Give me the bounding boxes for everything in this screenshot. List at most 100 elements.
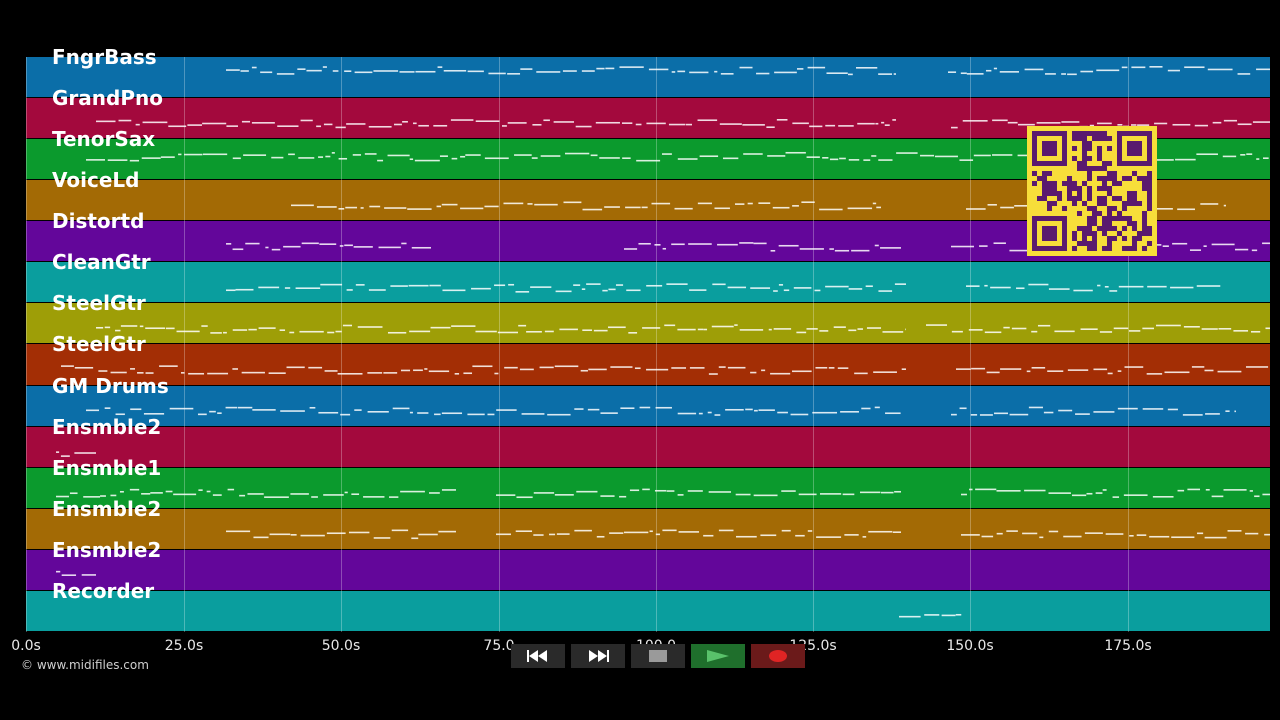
midi-note (773, 290, 778, 292)
record-button[interactable] (751, 644, 805, 668)
midi-note (235, 288, 254, 291)
midi-note (352, 154, 362, 156)
midi-note (955, 613, 962, 616)
midi-note (951, 245, 974, 248)
play-button[interactable] (691, 644, 745, 668)
midi-note (623, 531, 649, 534)
midi-note (316, 125, 322, 128)
midi-note (750, 371, 757, 374)
midi-note (160, 156, 175, 158)
midi-note (559, 328, 578, 331)
midi-note (104, 407, 111, 409)
midi-note (1234, 410, 1236, 413)
midi-note (655, 406, 672, 409)
midi-note (987, 204, 997, 206)
midi-note (1167, 69, 1180, 72)
midi-note (872, 202, 877, 205)
midi-note (1204, 369, 1214, 372)
midi-note (778, 284, 784, 286)
midi-note (1024, 68, 1044, 71)
midi-note (507, 122, 527, 124)
midi-note (258, 286, 280, 289)
midi-note (1136, 534, 1147, 536)
midi-note (1007, 121, 1018, 124)
midi-note (595, 121, 620, 124)
midi-note (139, 325, 144, 328)
midi-note (437, 66, 443, 68)
midi-note (540, 155, 561, 157)
midi-note (56, 570, 61, 573)
midi-note (674, 207, 693, 210)
midi-note (984, 331, 1002, 334)
midi-note (1152, 495, 1174, 498)
midi-note (1225, 410, 1230, 412)
midi-note (562, 70, 577, 72)
midi-note (668, 123, 686, 126)
midi-note (1071, 494, 1087, 497)
midi-note (519, 368, 534, 371)
midi-note (130, 408, 142, 411)
midi-note (1177, 208, 1195, 211)
midi-note (920, 154, 935, 157)
midi-note (806, 156, 820, 158)
midi-note (625, 206, 641, 209)
midi-note (795, 534, 805, 537)
midi-note (753, 494, 778, 497)
midi-note (295, 287, 321, 290)
grid-line (499, 57, 500, 632)
grid-line (813, 57, 814, 632)
track-label: GM Drums (52, 373, 169, 398)
midi-note (812, 411, 838, 414)
midi-note (451, 325, 476, 327)
midi-note (960, 72, 967, 75)
midi-note (973, 154, 991, 157)
midi-note (344, 244, 353, 247)
midi-note (210, 332, 222, 334)
midi-note (975, 488, 997, 491)
midi-note (217, 412, 222, 414)
midi-note (862, 536, 867, 538)
midi-note (209, 410, 216, 413)
midi-note (289, 331, 295, 334)
midi-note (1196, 285, 1221, 287)
stop-button[interactable] (631, 644, 685, 668)
midi-note (353, 246, 373, 248)
midi-note (799, 248, 824, 250)
midi-note (344, 70, 352, 72)
midi-note (83, 496, 101, 498)
midi-note (866, 327, 882, 329)
midi-note (1234, 248, 1249, 251)
midi-note (833, 326, 846, 328)
midi-note (1048, 492, 1071, 494)
midi-note (934, 155, 958, 158)
play-icon (707, 650, 729, 662)
midi-note (1075, 413, 1090, 415)
midi-note (993, 67, 998, 70)
midi-note (815, 366, 828, 369)
midi-note (1067, 369, 1089, 371)
midi-note (129, 488, 140, 491)
midi-note (518, 324, 527, 327)
midi-note (1022, 532, 1038, 535)
midi-note (258, 327, 276, 329)
midi-note (1246, 153, 1253, 155)
midi-note (639, 406, 651, 409)
midi-note (494, 284, 506, 287)
midi-note (718, 529, 734, 532)
midi-note (169, 407, 194, 410)
midi-note (781, 529, 791, 532)
grid-line (184, 57, 185, 632)
midi-note (735, 493, 751, 496)
midi-note (642, 488, 650, 491)
midi-note (86, 159, 106, 161)
midi-note (1262, 493, 1270, 496)
midi-note (484, 157, 509, 160)
midi-note (504, 366, 518, 369)
midi-note (115, 413, 125, 416)
midi-note (335, 330, 342, 333)
midi-note (515, 530, 533, 533)
fast-forward-button[interactable] (571, 644, 625, 668)
rewind-button[interactable] (511, 644, 565, 668)
midi-note (851, 249, 870, 252)
midi-note (226, 69, 240, 71)
